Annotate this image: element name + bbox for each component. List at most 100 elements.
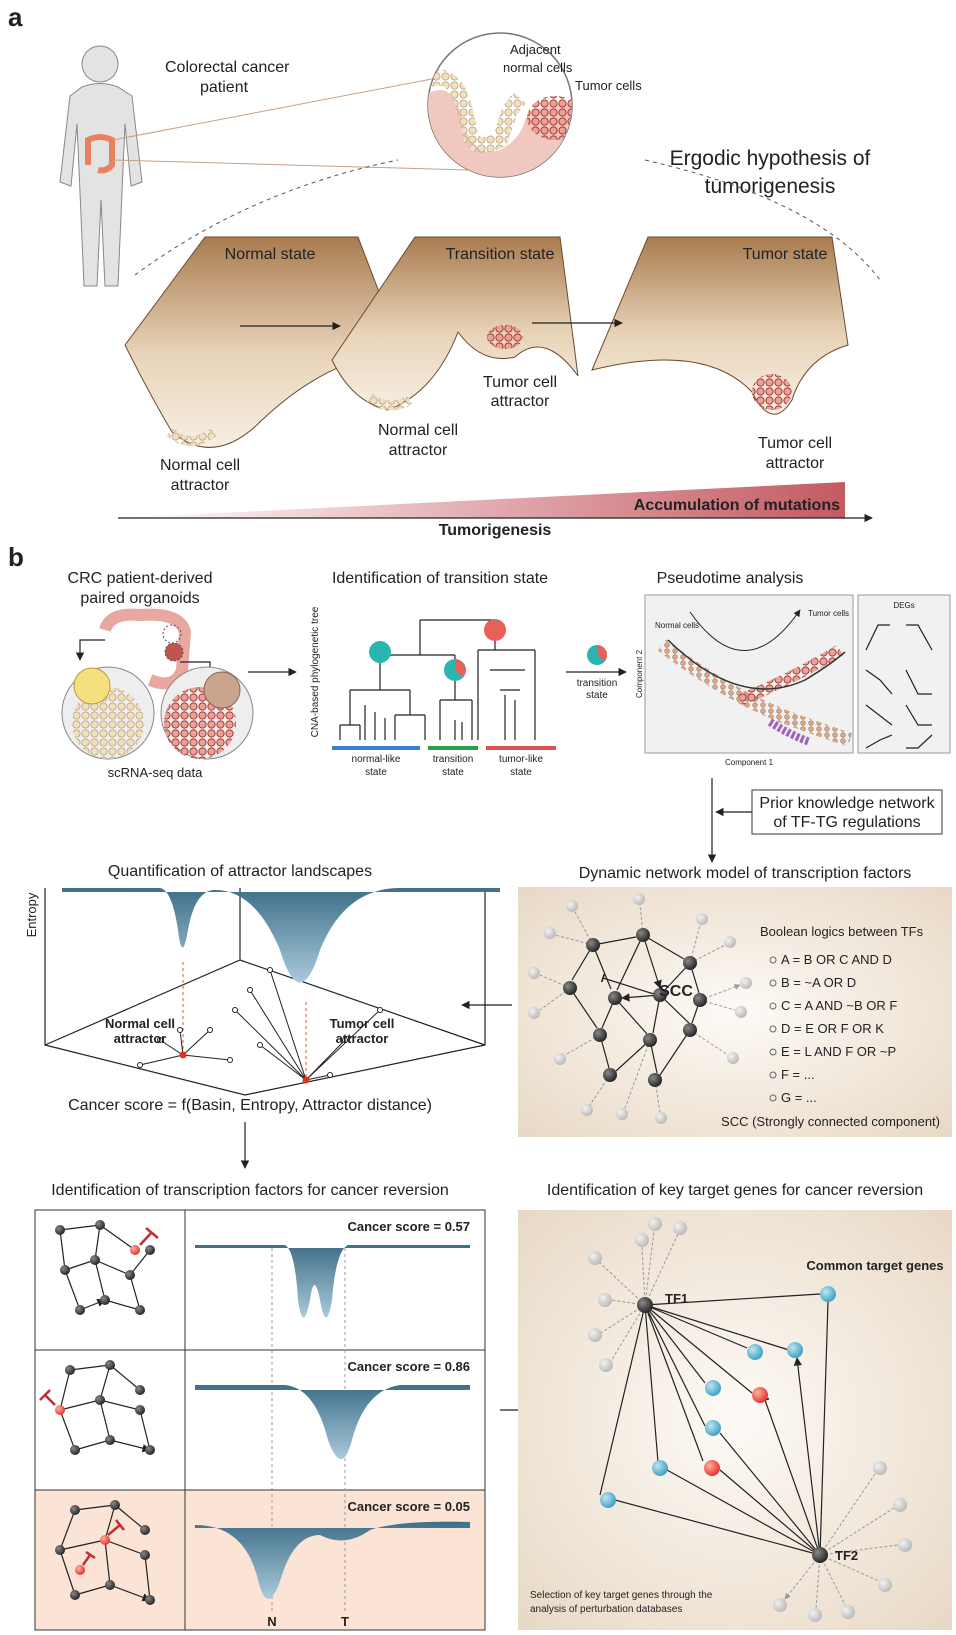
phylogenetic-tree	[455, 659, 466, 677]
phylogenetic-tree	[332, 746, 420, 750]
pie-label: state	[586, 690, 608, 701]
network-diagram	[769, 979, 777, 987]
node-label: TF2	[835, 1548, 858, 1563]
reversion-table	[70, 1590, 80, 1600]
target-network	[637, 1297, 653, 1313]
reversion-table	[105, 1580, 115, 1590]
target-network	[898, 1538, 912, 1552]
reversion-table	[55, 1225, 65, 1235]
landscape-3d	[62, 888, 500, 983]
landscape-3d	[207, 1027, 213, 1033]
target-network	[787, 1342, 803, 1358]
network-diagram	[569, 934, 701, 1076]
group-label: state	[365, 767, 387, 778]
landscape-3d	[157, 1037, 163, 1043]
section-title: Identification of transition state	[332, 570, 548, 587]
target-network	[518, 1210, 952, 1630]
group-label: transition	[433, 754, 474, 765]
attractor-label: attractor	[766, 455, 825, 472]
landscape-3d	[179, 1051, 187, 1059]
reversion-table	[59, 1364, 150, 1450]
attractor-label: Normal cell	[105, 1016, 175, 1031]
network-diagram	[727, 1052, 739, 1064]
target-network	[598, 1293, 612, 1307]
reversion-table	[39, 1389, 56, 1406]
network-diagram	[563, 928, 707, 1087]
hypothesis-title: Ergodic hypothesis of	[670, 147, 871, 170]
attractor-label: Tumor cell	[758, 435, 832, 452]
target-network	[893, 1498, 907, 1512]
reversion-table	[55, 1245, 140, 1575]
reversion-table	[195, 1521, 470, 1599]
zoom-circle	[527, 96, 572, 140]
phylogenetic-tree	[339, 619, 536, 740]
target-network	[704, 1387, 768, 1476]
network-diagram	[642, 934, 662, 989]
target-network	[820, 1286, 836, 1302]
network-diagram	[581, 1104, 593, 1116]
network-diagram	[643, 1033, 657, 1047]
reversion-table	[139, 1227, 159, 1246]
patient-figure	[85, 134, 115, 174]
prior-arrow	[707, 778, 943, 863]
reversion-table	[59, 1224, 150, 1600]
reversion-table	[135, 1305, 145, 1315]
network-diagram	[655, 1112, 667, 1124]
landscape	[487, 325, 523, 349]
phylogenetic-tree	[369, 641, 391, 663]
patient-figure	[59, 45, 469, 287]
reversion-table	[100, 1535, 110, 1545]
organoid-illustration	[164, 642, 184, 662]
network-diagram	[769, 1094, 777, 1102]
target-note: Selection of key target genes through th…	[530, 1590, 713, 1601]
target-network	[808, 1608, 822, 1622]
reversion-table	[140, 1550, 150, 1560]
reversion-table	[39, 1227, 159, 1566]
landscape-3d	[44, 888, 486, 1096]
reversion-table	[195, 1385, 470, 1459]
reversion-table	[105, 1435, 115, 1445]
attractor-label: attractor	[491, 393, 550, 410]
network-diagram	[528, 967, 540, 979]
pseudotime-plot	[737, 644, 844, 706]
target-network	[644, 1304, 821, 1556]
reversion-table	[70, 1505, 80, 1515]
organoid-illustration	[162, 624, 182, 644]
reversion-table	[125, 1270, 135, 1280]
network-diagram	[769, 1071, 777, 1079]
target-network	[747, 1344, 763, 1360]
network-diagram	[735, 1006, 747, 1018]
network-diagram	[696, 913, 708, 925]
rule: G = ...	[781, 1090, 817, 1105]
landscape-3d	[342, 1037, 348, 1043]
rule: A = B OR C AND D	[781, 952, 892, 967]
target-network	[599, 1358, 613, 1372]
target-network	[705, 1380, 721, 1396]
phylogenetic-tree	[597, 645, 607, 661]
network-diagram	[616, 1108, 628, 1120]
network-diagram	[648, 1073, 662, 1087]
target-network	[600, 1492, 616, 1508]
attractor-label: Normal cell	[160, 457, 240, 474]
axis-label: CNA-based phylogenetic tree	[310, 606, 321, 737]
rule: D = E OR F OR K	[781, 1021, 884, 1036]
axis-label: Entropy	[24, 892, 39, 937]
plot-label: Normal cells	[655, 621, 699, 630]
target-network	[752, 1387, 768, 1403]
axis-label: Component 1	[725, 758, 774, 767]
axis-label: Tumorigenesis	[439, 522, 552, 539]
network-diagram	[586, 938, 600, 952]
reversion-table	[145, 1595, 155, 1605]
reversion-table	[105, 1360, 115, 1370]
network-diagram	[608, 991, 622, 1005]
attractor-label: Tumor cell	[483, 374, 557, 391]
reversion-table	[34, 1209, 546, 1631]
pseudotime-plot	[865, 624, 933, 749]
plot-label: DEGs	[893, 601, 914, 610]
network-diagram	[518, 887, 952, 1137]
landscape-3d	[232, 1007, 238, 1013]
reversion-table	[145, 1245, 155, 1255]
cancer-score: Cancer score = 0.86	[348, 1359, 471, 1374]
landscape	[366, 393, 413, 411]
network-diagram	[740, 977, 752, 989]
